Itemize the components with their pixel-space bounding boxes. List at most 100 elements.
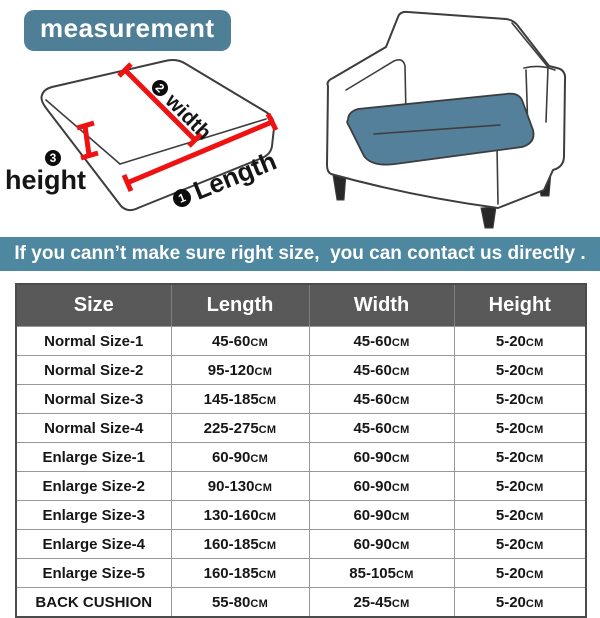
marker-1-number: 1 (176, 190, 188, 206)
length-cell: 130-160CM (170, 500, 310, 530)
armchair-illustration (326, 10, 567, 229)
marker-1-icon (173, 189, 191, 207)
header-size: Size (16, 284, 171, 327)
size-cell: Enlarge Size-4 (15, 529, 172, 559)
table-row: Normal Size-3 145-185CM 45-60CM 5-20CM (15, 384, 587, 414)
width-cell: 45-60CM (308, 355, 455, 385)
length-value: 90-130 (207, 477, 255, 495)
height-value: 5-20 (495, 361, 526, 379)
height-cell: 5-20CM (453, 413, 587, 443)
size-table-body: Normal Size-1 45-60CM 45-60CM 5-20CM Nor… (15, 326, 587, 618)
width-cell: 60-90CM (308, 529, 455, 559)
width-cell: 85-105CM (308, 558, 455, 588)
marker-2-icon (152, 80, 168, 96)
width-measure-line (117, 62, 203, 148)
table-row: Normal Size-1 45-60CM 45-60CM 5-20CM (15, 326, 587, 356)
height-measure-line (76, 120, 99, 161)
size-cell: Enlarge Size-2 (15, 471, 172, 501)
height-value: 5-20 (495, 593, 526, 611)
height-cell: 5-20CM (453, 587, 587, 618)
size-name: Enlarge Size-2 (42, 477, 146, 495)
length-value: 160-185 (203, 535, 259, 553)
height-value: 5-20 (495, 506, 526, 524)
size-name: Enlarge Size-5 (42, 564, 146, 582)
size-name: Enlarge Size-4 (42, 535, 146, 553)
height-cell: 5-20CM (453, 558, 587, 588)
length-measure-line (121, 112, 279, 193)
width-value: 45-60 (353, 332, 392, 350)
width-value: 25-45 (353, 593, 392, 611)
table-row: Enlarge Size-2 90-130CM 60-90CM 5-20CM (15, 471, 587, 501)
seat-cushion (346, 92, 535, 166)
length-unit: CM (258, 568, 277, 581)
size-table: Size Length Width Height Normal Size-1 4… (15, 283, 587, 618)
cushion-outline (40, 59, 276, 212)
table-row: Enlarge Size-4 160-185CM 60-90CM 5-20CM (15, 529, 587, 559)
length-value: 160-185 (203, 564, 259, 582)
size-cell: Normal Size-4 (15, 413, 172, 443)
size-cell: Enlarge Size-5 (15, 558, 172, 588)
width-cell: 60-90CM (308, 442, 455, 472)
cushion-crease-left (45, 99, 121, 165)
length-unit: CM (258, 394, 277, 407)
length-value: 55-80 (211, 593, 251, 611)
width-value: 45-60 (353, 419, 392, 437)
left-arm-inner-line (345, 59, 407, 117)
base-corner-line (496, 145, 499, 205)
height-cell: 5-20CM (453, 442, 587, 472)
length-cell: 90-130CM (170, 471, 310, 501)
table-row: Enlarge Size-3 130-160CM 60-90CM 5-20CM (15, 500, 587, 530)
width-value: 85-105 (349, 564, 396, 582)
height-cell: 5-20CM (453, 384, 587, 414)
height-unit: CM (525, 452, 544, 465)
measurement-badge: measurement (24, 10, 231, 51)
width-cell: 45-60CM (308, 413, 455, 443)
length-value: 45-60 (211, 332, 251, 350)
length-cell: 95-120CM (170, 355, 310, 385)
height-cell: 5-20CM (453, 529, 587, 559)
height-label-group: 3 height (5, 150, 86, 195)
table-row: Enlarge Size-1 60-90CM 60-90CM 5-20CM (15, 442, 587, 472)
width-value: 60-90 (353, 448, 392, 466)
width-unit: CM (391, 394, 410, 407)
width-unit: CM (391, 481, 410, 494)
height-value: 5-20 (495, 535, 526, 553)
height-unit: CM (525, 481, 544, 494)
height-unit: CM (525, 510, 544, 523)
length-unit: CM (254, 365, 273, 378)
width-value: 60-90 (353, 535, 392, 553)
marker-3-number: 3 (50, 151, 57, 165)
width-cell: 45-60CM (308, 326, 455, 356)
size-cell: Enlarge Size-3 (15, 500, 172, 530)
table-row: Normal Size-2 95-120CM 45-60CM 5-20CM (15, 355, 587, 385)
height-unit: CM (525, 597, 544, 610)
header-length: Length (170, 284, 309, 327)
height-value: 5-20 (495, 477, 526, 495)
size-name: Enlarge Size-3 (42, 506, 146, 524)
width-cell: 25-45CM (308, 587, 455, 618)
header-height: Height (453, 284, 586, 327)
size-name: Normal Size-2 (44, 361, 144, 379)
width-cell: 60-90CM (308, 471, 455, 501)
table-header-row: Size Length Width Height (16, 284, 586, 327)
height-unit: CM (525, 568, 544, 581)
size-cell: Enlarge Size-1 (15, 442, 172, 472)
width-unit: CM (391, 452, 410, 465)
height-cell: 5-20CM (453, 355, 587, 385)
table-row: Normal Size-4 225-275CM 45-60CM 5-20CM (15, 413, 587, 443)
size-name: Normal Size-3 (44, 390, 144, 408)
size-name: Normal Size-4 (44, 419, 144, 437)
height-label: height (5, 165, 86, 195)
width-value: 60-90 (353, 477, 392, 495)
size-cell: Normal Size-2 (15, 355, 172, 385)
height-cell: 5-20CM (453, 500, 587, 530)
height-value: 5-20 (495, 448, 526, 466)
cushion-measurement-diagram: 2 width 1 Length 3 height (5, 59, 281, 212)
cushion-seam-line (373, 124, 501, 135)
length-cell: 60-90CM (170, 442, 310, 472)
length-unit: CM (258, 539, 277, 552)
width-value: 45-60 (353, 390, 392, 408)
height-unit: CM (525, 336, 544, 349)
height-unit: CM (525, 394, 544, 407)
size-name: BACK CUSHION (35, 593, 153, 611)
